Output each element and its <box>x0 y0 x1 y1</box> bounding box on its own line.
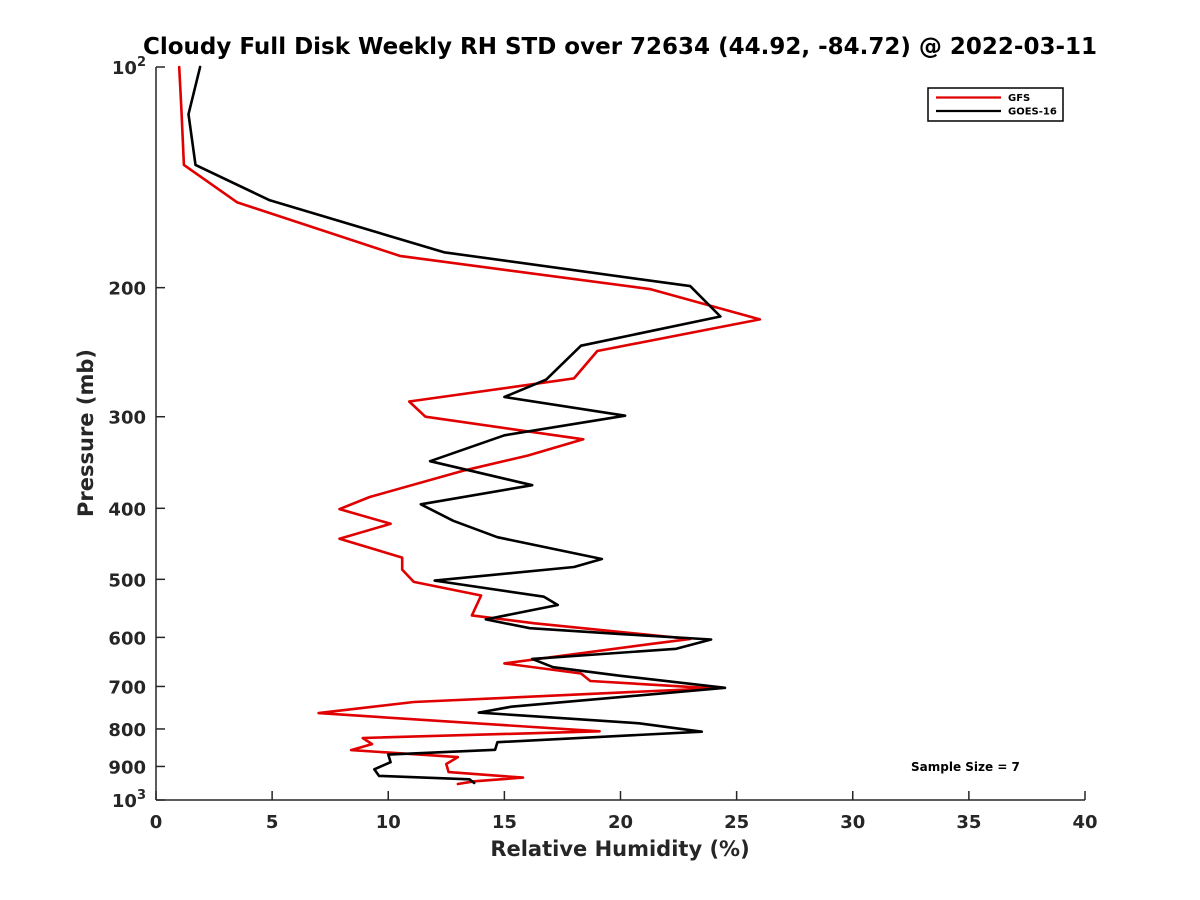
x-axis-label: Relative Humidity (%) <box>490 837 749 861</box>
sample-size-annotation: Sample Size = 7 <box>911 760 1020 774</box>
series-line-goes16 <box>187 65 727 785</box>
legend: GFS GOES-16 <box>927 87 1064 122</box>
legend-box <box>927 87 1064 122</box>
x-tick-label: 15 <box>492 812 517 833</box>
y-tick-label: 500 <box>108 570 146 591</box>
x-tick-label: 25 <box>724 812 749 833</box>
x-tick-label: 5 <box>266 812 279 833</box>
legend-label-gfs: GFS <box>1008 93 1030 104</box>
series-line-gfs <box>177 65 762 786</box>
x-tick-label: 35 <box>956 812 981 833</box>
chart-title: Cloudy Full Disk Weekly RH STD over 7263… <box>143 34 1097 60</box>
y-tick-label: 600 <box>108 628 146 649</box>
y-axis-label: Pressure (mb) <box>74 349 98 517</box>
y-tick-label: 700 <box>108 677 146 698</box>
legend-label-goes16: GOES-16 <box>1008 107 1057 118</box>
x-tick-label: 30 <box>840 812 865 833</box>
y-tick-label: 800 <box>108 720 146 741</box>
y-tick-label: 103 <box>112 788 146 812</box>
series-layer <box>177 65 762 786</box>
plot-area <box>156 67 1085 800</box>
y-tick-label: 900 <box>108 757 146 778</box>
x-ticks: 0 5 10 15 20 25 30 35 40 <box>150 791 1098 833</box>
x-tick-label: 0 <box>150 812 163 833</box>
y-tick-label: 400 <box>108 499 146 520</box>
x-tick-label: 10 <box>376 812 401 833</box>
y-tick-label: 300 <box>108 408 146 429</box>
x-tick-label: 40 <box>1072 812 1097 833</box>
x-tick-label: 20 <box>608 812 633 833</box>
y-tick-label: 200 <box>108 279 146 300</box>
y-ticks: 102 200 300 400 500 600 700 800 900 103 <box>108 55 165 812</box>
y-tick-label: 102 <box>112 55 146 79</box>
